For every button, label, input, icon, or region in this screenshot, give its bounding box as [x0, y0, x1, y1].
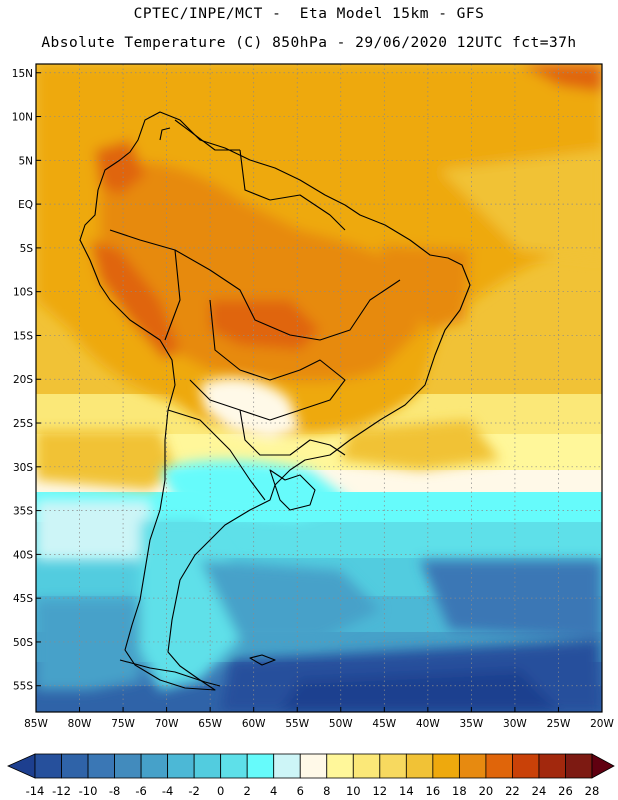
lat-tick-label: 35S — [13, 506, 33, 518]
lon-tick-label: 45W — [372, 718, 396, 730]
lat-tick-label: 10N — [12, 112, 33, 124]
lon-tick-label: 80W — [68, 718, 92, 730]
lat-tick-label: EQ — [18, 199, 33, 211]
lon-tick-label: 20W — [590, 718, 614, 730]
lon-tick-label: 25W — [547, 718, 571, 730]
lon-tick-label: 35W — [460, 718, 484, 730]
lat-tick-label: 5S — [20, 243, 34, 255]
lat-tick-label: 25S — [13, 418, 33, 430]
lat-tick-label: 30S — [13, 462, 33, 474]
lat-tick-label: 15N — [12, 68, 33, 80]
lat-tick-label: 5N — [18, 155, 33, 167]
lon-tick-label: 50W — [329, 718, 353, 730]
lon-tick-label: 60W — [242, 718, 266, 730]
map-title-model: CPTEC/INPE/MCT - Eta Model 15km - GFS — [133, 6, 485, 22]
lon-tick-label: 75W — [111, 718, 135, 730]
lon-tick-label: 40W — [416, 718, 440, 730]
lat-tick-label: 40S — [13, 549, 33, 561]
longitude-axis: 85W 80W 75W 70W 65W 60W 55W 50W 45W 40W 35W 30W 25W 2… — [24, 707, 614, 730]
lon-tick-label: 70W — [155, 718, 179, 730]
latitude-axis: 15N 10N 5N EQ 5S 10S 15S 20S 25S 30S 35S 40S 45S 50S 5… — [12, 68, 41, 693]
lat-tick-label: 15S — [13, 330, 33, 342]
lat-tick-label: 50S — [13, 637, 33, 649]
dotted-graticule — [36, 64, 602, 712]
lat-tick-label: 55S — [13, 681, 33, 693]
map-title-variable: Absolute Temperature (C) 850hPa - 29/06/… — [41, 35, 577, 51]
lon-tick-label: 30W — [503, 718, 527, 730]
coastline-borders — [79, 111, 471, 691]
lat-tick-label: 20S — [13, 374, 33, 386]
lon-tick-label: 85W — [24, 718, 48, 730]
map-frame — [35, 63, 603, 713]
lat-tick-label: 45S — [13, 593, 33, 605]
lon-tick-label: 65W — [198, 718, 222, 730]
lon-tick-label: 55W — [285, 718, 309, 730]
temperature-field — [36, 64, 602, 712]
lat-tick-label: 10S — [13, 287, 33, 299]
